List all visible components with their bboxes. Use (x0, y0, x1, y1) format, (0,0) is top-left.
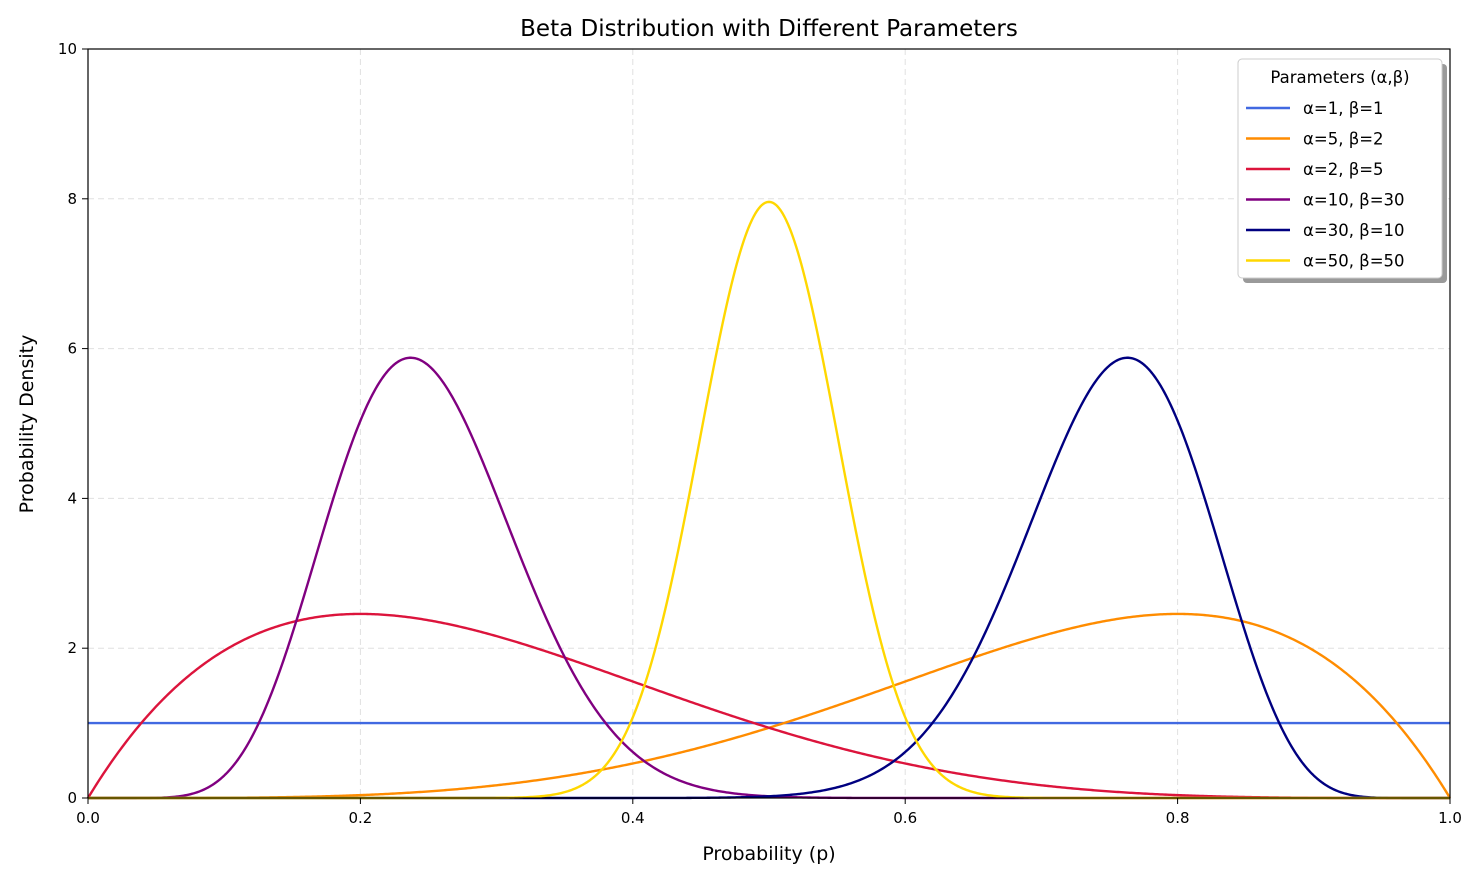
legend-label-1: α=5, β=2 (1303, 130, 1384, 149)
y-tick-label: 10 (58, 40, 77, 58)
y-tick-label: 2 (67, 639, 77, 657)
y-tick-label: 4 (67, 489, 77, 507)
x-tick-label: 0.6 (893, 809, 917, 827)
chart-title: Beta Distribution with Different Paramet… (520, 16, 1018, 42)
x-axis-label: Probability (p) (702, 843, 835, 865)
legend: Parameters (α,β) α=1, β=1 α=5, β=2 α=2, β=5… (1237, 58, 1447, 283)
legend-label-5: α=50, β=50 (1303, 252, 1405, 271)
series-line-5 (88, 200, 1450, 800)
x-tick-label: 0.0 (76, 809, 100, 827)
y-axis-label: Probability Density (16, 335, 38, 514)
series-line-2 (86, 612, 1450, 800)
legend-label-0: α=1, β=1 (1303, 99, 1384, 118)
x-axis: 0.0 0.2 0.4 0.6 0.8 1.0 (76, 798, 1462, 827)
legend-box (1237, 58, 1443, 279)
x-tick-label: 1.0 (1438, 809, 1462, 827)
plot-frame (87, 48, 1451, 799)
series-layer (86, 200, 1452, 800)
grid-lines (88, 49, 1450, 798)
y-tick-label: 0 (67, 789, 77, 807)
x-tick-label: 0.8 (1166, 809, 1190, 827)
legend-label-2: α=2, β=5 (1303, 160, 1384, 179)
legend-title: Parameters (α,β) (1270, 68, 1409, 87)
x-tick-label: 0.4 (621, 809, 645, 827)
y-tick-label: 6 (67, 340, 77, 358)
y-axis: 0 2 4 6 8 10 (58, 40, 88, 807)
legend-label-3: α=10, β=30 (1303, 191, 1405, 210)
series-line-4 (88, 356, 1450, 800)
series-line-1 (88, 612, 1452, 800)
series-line-3 (88, 356, 1450, 800)
x-tick-label: 0.2 (348, 809, 372, 827)
legend-label-4: α=30, β=10 (1303, 221, 1405, 240)
y-tick-label: 8 (67, 190, 77, 208)
